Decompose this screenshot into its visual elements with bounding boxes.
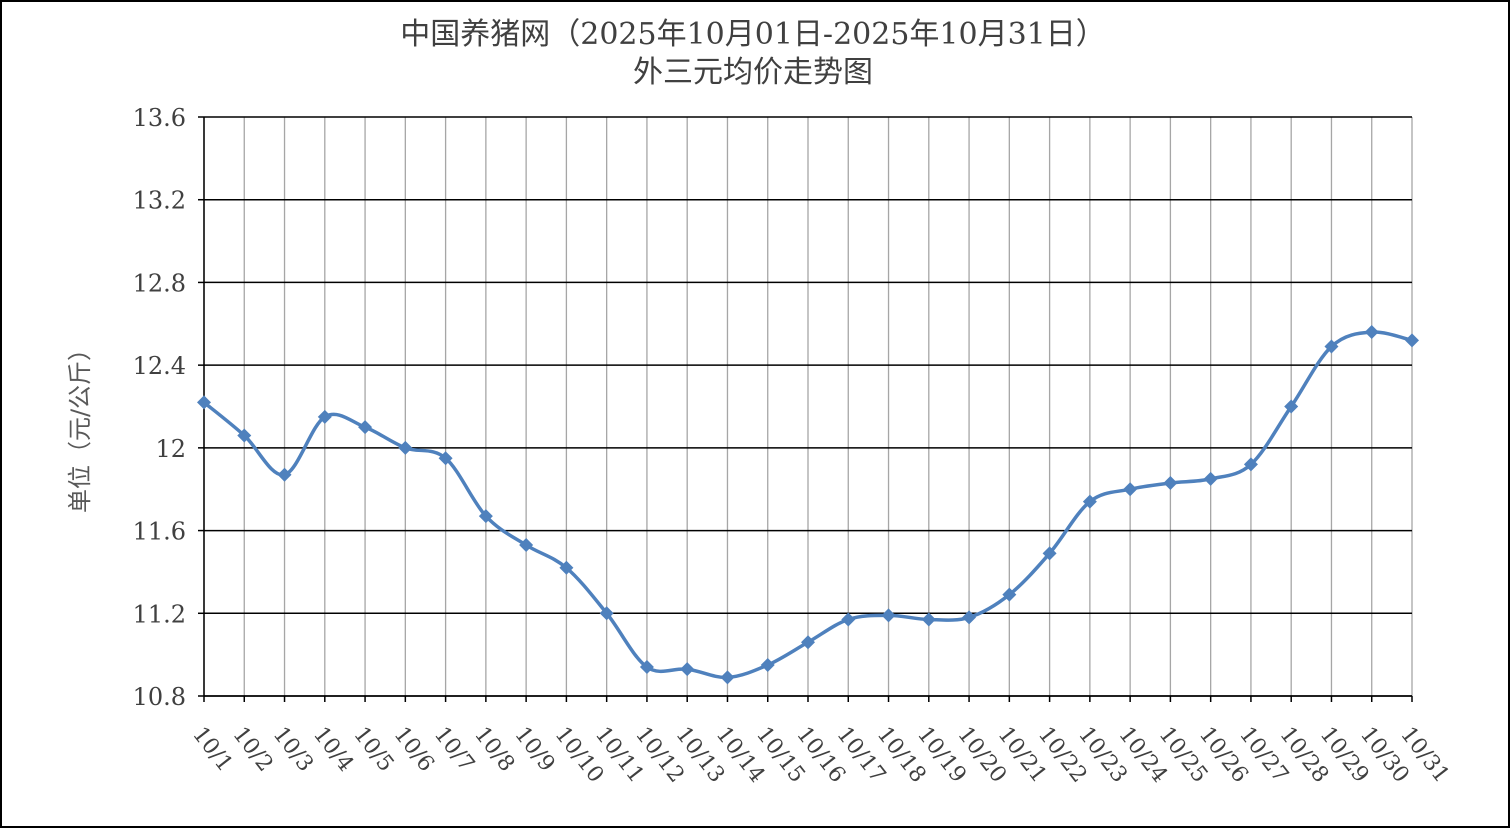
y-tick-label: 13.6 xyxy=(133,104,186,132)
data-point-marker xyxy=(881,608,896,623)
data-point-marker xyxy=(1284,399,1299,414)
data-point-marker xyxy=(599,606,614,621)
data-point-marker xyxy=(1405,333,1419,348)
data-point-marker xyxy=(720,670,735,685)
x-tick-label: 10/5 xyxy=(348,722,398,776)
data-point-marker xyxy=(358,420,373,435)
data-point-marker xyxy=(1203,471,1218,486)
chart-title-line1: 中国养猪网（2025年10月01日-2025年10月31日） xyxy=(400,17,1106,52)
y-tick-label: 12.8 xyxy=(133,269,186,297)
data-point-marker xyxy=(921,612,936,627)
x-tick-label: 10/4 xyxy=(308,722,358,776)
chart-title-line2: 外三元均价走势图 xyxy=(633,55,873,90)
data-point-marker xyxy=(1324,339,1339,354)
x-tick-label: 10/1 xyxy=(187,722,237,776)
x-tick-label: 10/2 xyxy=(228,722,278,776)
data-point-marker xyxy=(519,538,534,553)
data-point-marker xyxy=(841,612,856,627)
x-tick-label: 10/3 xyxy=(268,722,318,776)
data-point-marker xyxy=(197,395,211,410)
y-tick-label: 12 xyxy=(155,435,186,463)
data-point-marker xyxy=(680,662,695,677)
y-axis-label: 单位（元/公斤） xyxy=(66,337,94,513)
y-tick-label: 11.2 xyxy=(133,600,186,628)
data-point-marker xyxy=(398,440,413,455)
data-point-marker xyxy=(1123,482,1138,497)
data-point-marker xyxy=(277,467,292,482)
x-axis-ticks: 10/110/210/310/410/510/610/710/810/910/1… xyxy=(187,722,1454,787)
chart-title: 中国养猪网（2025年10月01日-2025年10月31日） 外三元均价走势图 xyxy=(0,16,1506,92)
y-axis-ticks: 13.6 13.2 12.8 12.4 12 11.6 11.2 10.8 xyxy=(133,104,186,711)
series-markers xyxy=(197,325,1419,685)
y-tick-label: 10.8 xyxy=(133,683,186,711)
y-tick-label: 13.2 xyxy=(133,187,186,215)
data-point-marker xyxy=(478,509,493,524)
x-tick-label: 10/9 xyxy=(509,722,559,776)
x-tick-label: 10/8 xyxy=(469,722,519,776)
data-point-marker xyxy=(237,428,252,443)
data-point-marker xyxy=(760,657,775,672)
data-point-marker xyxy=(317,409,332,424)
data-point-marker xyxy=(559,560,574,575)
y-tick-label: 12.4 xyxy=(133,352,186,380)
grid-lines xyxy=(198,116,1413,702)
data-point-marker xyxy=(438,451,453,466)
data-point-marker xyxy=(962,610,977,625)
data-point-marker xyxy=(1163,476,1178,491)
data-point-marker xyxy=(639,660,654,675)
data-point-marker xyxy=(1002,587,1017,602)
data-point-marker xyxy=(1364,325,1379,340)
data-point-marker xyxy=(1243,457,1258,472)
x-tick-label: 10/6 xyxy=(389,722,439,776)
data-point-marker xyxy=(1082,494,1097,509)
data-point-marker xyxy=(801,635,815,650)
data-point-marker xyxy=(1042,546,1057,561)
x-tick-label: 10/7 xyxy=(429,722,479,776)
y-tick-label: 11.6 xyxy=(133,518,186,546)
